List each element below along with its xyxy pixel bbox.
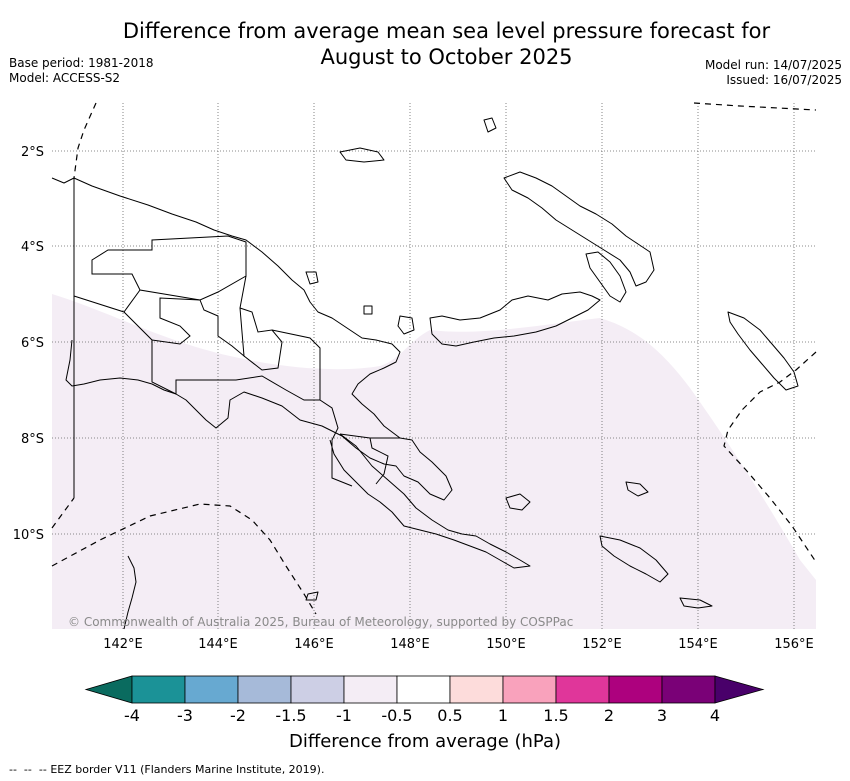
lon-label: 150°E [486,637,526,652]
eez-south-west [51,497,317,615]
border-province-4 [239,307,283,371]
lon-labels: 142°E 144°E 146°E 148°E 150°E 152°E 154°… [103,637,814,652]
colorbar-tick-label: 2 [604,706,614,725]
colorbar-box [661,675,716,704]
colorbar-label: Difference from average (hPa) [288,731,562,752]
colorbar-box [184,675,239,704]
colorbar: -4 -3 -2 -1.5 -1 -0.5 0.5 1 1.5 2 3 4 [84,675,765,725]
coast-north [429,291,601,347]
colorbar-box [290,675,345,704]
border-province-5 [271,329,353,487]
lon-label: 156°E [774,637,814,652]
colorbar-tick-label: -4 [124,706,140,725]
lon-label: 148°E [390,637,430,652]
copyright-text: © Commonwealth of Australia 2025, Bureau… [68,615,573,629]
colorbar-box [396,675,451,704]
eez-legend: -- -- -- EEZ border V11 (Flanders Marine… [9,763,324,776]
coast-new-britain [503,171,655,287]
coastlines [51,117,799,630]
colorbar-extend-low [84,675,133,704]
lon-label: 152°E [582,637,622,652]
coast-new-guinea [51,177,453,501]
colorbar-tick-label: -1 [336,706,352,725]
model-run: Model run: 14/07/2025 [704,58,842,72]
colorbar-box [237,675,292,704]
eez-north-east [693,102,817,111]
base-period: Base period: 1981-2018 [9,56,154,70]
colorbar-box [555,675,610,704]
map-title: Difference from average mean sea level p… [0,18,850,70]
border-province-6 [339,433,400,485]
lat-label: 4°S [21,240,44,255]
lat-labels: 2°S 4°S 6°S 8°S 10°S [13,145,44,543]
eez-legend-label: EEZ border V11 (Flanders Marine Institut… [50,763,325,776]
lon-label: 146°E [294,637,334,652]
anomaly-shade [52,294,816,629]
colorbar-box [343,675,398,704]
colorbar-tick-label: 4 [710,706,720,725]
border-province-3 [123,275,247,358]
colorbar-tick-label: -1.5 [275,706,306,725]
lat-label: 2°S [21,145,44,160]
colorbar-tick-label: -0.5 [381,706,412,725]
colorbar-box [608,675,663,704]
coast-islands [305,117,713,609]
colorbar-box [131,675,186,704]
colorbar-extend-high [714,675,765,704]
eez-west [73,102,97,179]
colorbar-tick-label: 3 [657,706,667,725]
title-line-2: August to October 2025 [320,45,573,69]
model-name: Model: ACCESS-S2 [9,71,121,85]
lon-label: 142°E [103,637,143,652]
lat-label: 6°S [21,336,44,351]
colorbar-tick-label: 0.5 [437,706,462,725]
colorbar-tick-label: -2 [230,706,246,725]
eez-borders [51,102,817,615]
colorbar-box [449,675,504,704]
lon-label: 154°E [678,637,718,652]
eez-dash-sample: -- -- -- [9,763,51,776]
coast-bougainville [727,311,799,391]
lat-label: 8°S [21,432,44,447]
coast-cape-york [123,555,137,630]
lat-label: 10°S [13,528,44,543]
coast-papua-south [329,433,531,569]
colorbar-tick-label: 1.5 [543,706,568,725]
border-province-7 [175,375,320,401]
colorbar-tick-label: -3 [177,706,193,725]
coast-manus [339,147,385,163]
coast-new-ireland [585,251,627,303]
colorbar-box [502,675,557,704]
title-line-1: Difference from average mean sea level p… [122,19,771,43]
run-info: Model run: 14/07/2025 Issued: 16/07/2025 [705,58,842,88]
colorbar-tick-label: 1 [498,706,508,725]
issued-date: Issued: 16/07/2025 [726,73,842,87]
borders [73,178,400,498]
lon-label: 144°E [198,637,238,652]
model-info: Base period: 1981-2018 Model: ACCESS-S2 [9,56,154,86]
